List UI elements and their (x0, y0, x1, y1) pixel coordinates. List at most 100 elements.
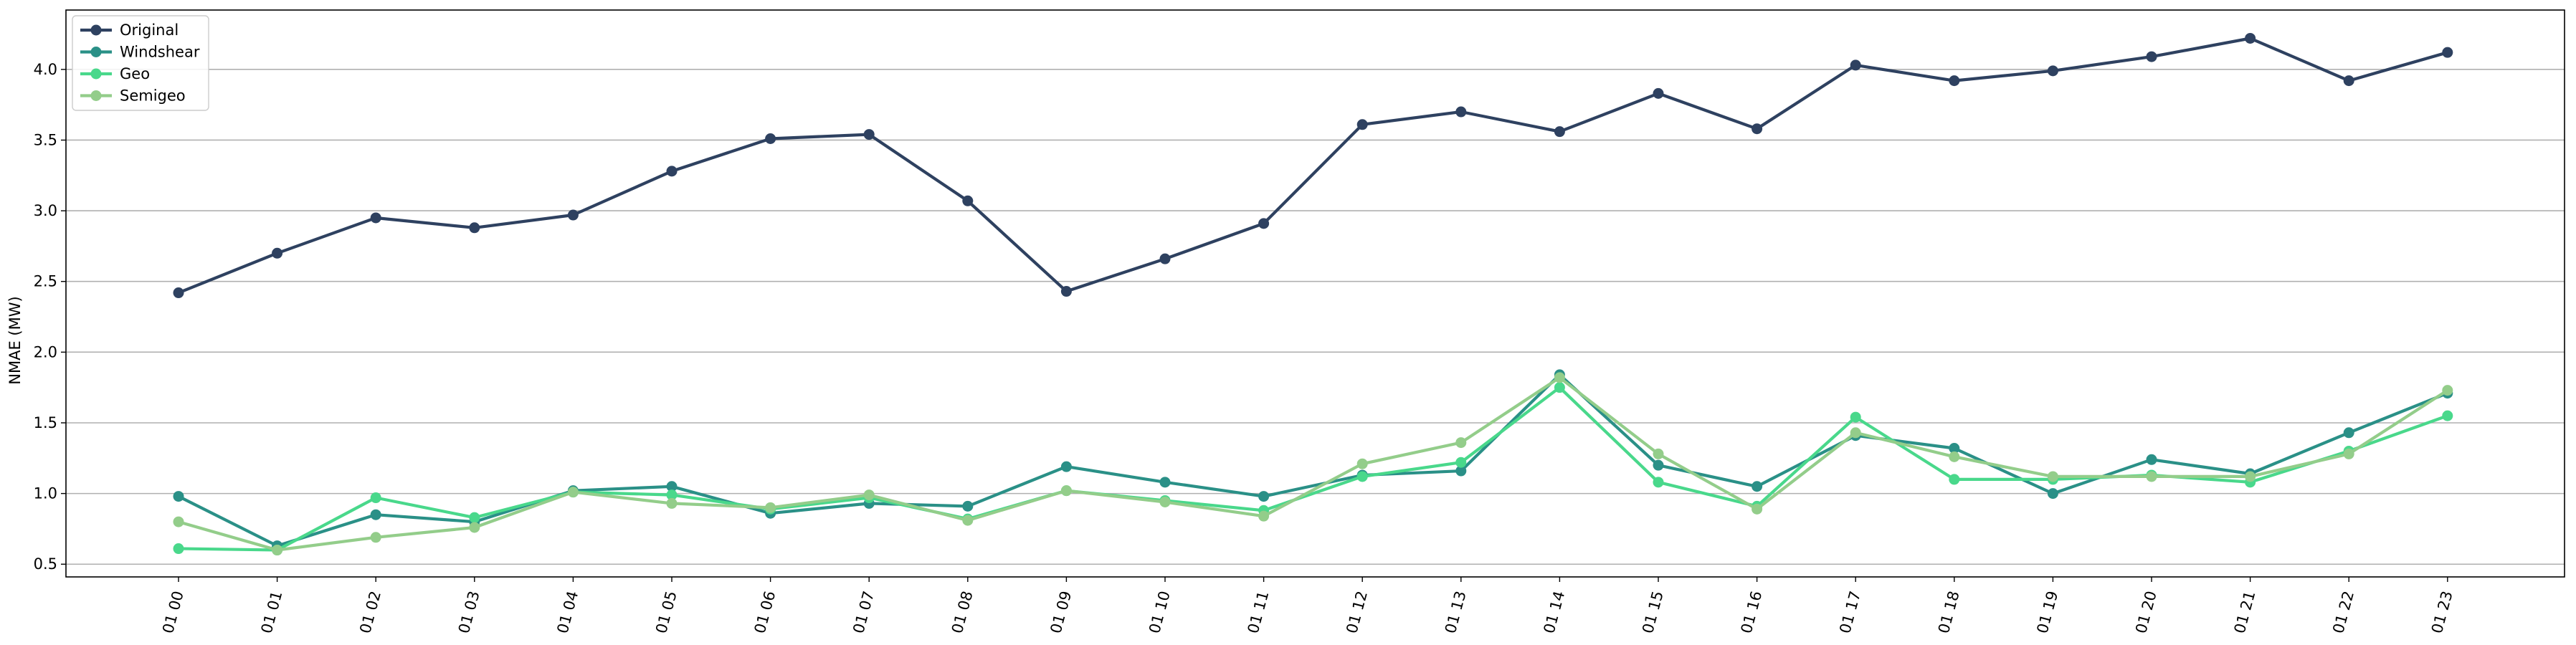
data-point (1949, 474, 1960, 485)
data-point (173, 543, 184, 555)
data-point (173, 491, 184, 502)
data-point (2047, 471, 2058, 482)
data-point (272, 247, 283, 259)
legend-item: Semigeo (80, 87, 186, 105)
data-point (765, 133, 776, 145)
data-point (962, 195, 974, 206)
legend-box (72, 15, 209, 111)
data-point (173, 287, 184, 299)
data-point (1653, 459, 1664, 471)
data-point (1554, 126, 1565, 138)
legend-item: Original (80, 22, 179, 39)
data-point (1455, 106, 1467, 118)
data-point (1258, 510, 1270, 522)
data-point (2047, 488, 2058, 500)
data-point (2245, 471, 2256, 482)
legend-marker (90, 24, 102, 36)
y-tick-label: 2.0 (34, 343, 57, 360)
data-point (1159, 253, 1171, 264)
data-point (2442, 47, 2453, 58)
data-point (962, 515, 974, 526)
plot-frame (65, 9, 2565, 578)
legend-label: Semigeo (120, 87, 186, 105)
data-point (666, 481, 678, 492)
data-point (666, 497, 678, 509)
gridlines (66, 69, 2565, 565)
data-point (567, 487, 579, 498)
series-line (178, 37, 2448, 295)
data-point (1356, 458, 1368, 469)
legend-label: Original (120, 22, 179, 39)
y-axis-label: NMAE (MW) (6, 296, 24, 384)
data-point (1455, 457, 1467, 468)
data-point (765, 502, 776, 513)
data-point (1653, 477, 1664, 488)
legend: Original Windshear Geo Semigeo (72, 15, 209, 111)
data-point (962, 500, 974, 512)
legend-item: Windshear (80, 44, 200, 61)
data-point (1455, 437, 1467, 449)
data-point (370, 492, 381, 504)
data-point (1850, 411, 1861, 423)
data-point (272, 545, 283, 556)
data-point (1060, 485, 1072, 497)
legend-marker (90, 47, 102, 57)
data-point (1752, 503, 1763, 515)
data-point (2146, 471, 2157, 482)
data-point (1653, 448, 1664, 459)
data-point (1060, 286, 1072, 297)
series-line (178, 376, 2448, 552)
data-point (469, 222, 480, 234)
data-point (2343, 75, 2354, 87)
series-layer (173, 32, 2453, 556)
data-point (2146, 51, 2157, 62)
y-tick-label: 0.5 (34, 555, 57, 573)
data-point (1159, 496, 1171, 507)
data-point (2047, 65, 2058, 77)
legend-label: Windshear (120, 44, 200, 61)
data-point (2146, 454, 2157, 465)
data-point (2245, 32, 2256, 44)
y-tick-label: 2.5 (34, 273, 57, 290)
data-point (1949, 75, 1960, 87)
y-tick-label: 1.5 (34, 414, 57, 431)
data-point (1850, 427, 1861, 439)
data-point (1949, 442, 1960, 454)
data-point (567, 209, 579, 221)
data-point (2442, 410, 2453, 421)
data-point (666, 489, 678, 501)
data-point (469, 512, 480, 523)
data-point (1258, 491, 1270, 502)
data-point (1455, 465, 1467, 477)
data-point (2343, 427, 2354, 439)
y-tick-label: 3.0 (34, 202, 57, 219)
data-point (370, 532, 381, 543)
data-point (1554, 372, 1565, 383)
data-point (1060, 461, 1072, 472)
data-point (1159, 477, 1171, 488)
data-point (370, 509, 381, 520)
data-point (863, 489, 875, 501)
data-point (1258, 218, 1270, 229)
data-point (1356, 119, 1368, 130)
data-point (1752, 481, 1763, 492)
data-point (1554, 382, 1565, 393)
data-point (370, 212, 381, 224)
data-point (1850, 59, 1861, 71)
data-point (1949, 451, 1960, 462)
y-axis: 0.5 1.0 1.5 2.0 2.5 3.0 3.5 4.0 (34, 61, 66, 573)
y-tick-label: 3.5 (34, 131, 57, 148)
data-point (666, 166, 678, 177)
legend-marker (90, 90, 102, 101)
data-point (469, 522, 480, 533)
y-tick-label: 4.0 (34, 61, 57, 78)
data-point (173, 516, 184, 527)
data-point (1653, 87, 1664, 99)
series-original (173, 32, 2453, 299)
data-point (2442, 385, 2453, 396)
legend-marker (90, 68, 102, 80)
series-semigeo (173, 372, 2453, 556)
y-tick-label: 1.0 (34, 485, 57, 502)
